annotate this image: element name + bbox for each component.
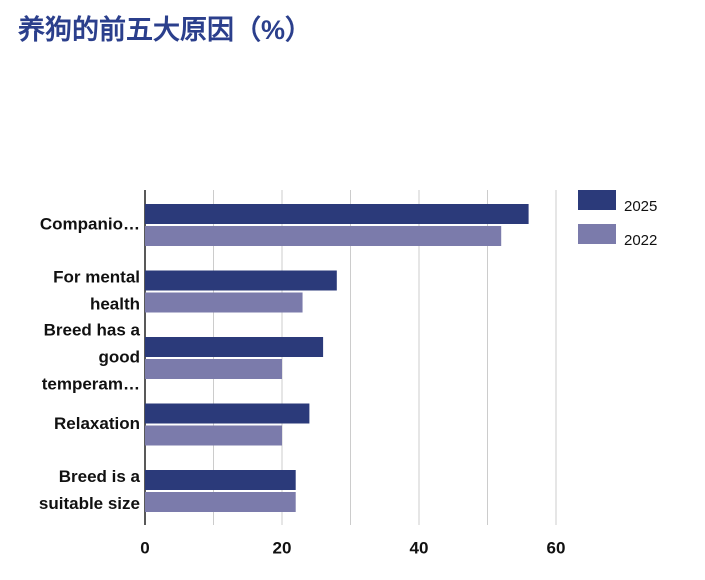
x-tick-label: 40 [410, 538, 429, 557]
bar [145, 226, 502, 246]
y-tick-label: health [90, 294, 140, 313]
legend-label: 2022 [624, 232, 657, 249]
bar [145, 470, 296, 490]
bar [145, 403, 310, 424]
bar [145, 425, 282, 446]
y-tick-label: good [98, 347, 140, 366]
y-tick-label: temperam… [42, 374, 140, 393]
y-tick-label: suitable size [39, 494, 140, 513]
bar [145, 337, 324, 357]
legend-swatch [578, 224, 616, 244]
y-tick-label: Breed is a [59, 467, 141, 486]
chart-title: 养狗的前五大原因（%） [18, 14, 312, 45]
y-tick-label: For mental [53, 267, 140, 286]
y-tick-label: Breed has a [44, 320, 141, 339]
x-tick-label: 20 [273, 538, 292, 557]
y-tick-label: Relaxation [54, 414, 140, 433]
legend-swatch [578, 190, 616, 210]
bar [145, 270, 337, 291]
bar [145, 292, 303, 313]
bar [145, 204, 529, 224]
y-tick-label: Companio… [40, 214, 140, 233]
x-tick-label: 60 [547, 538, 566, 557]
bar [145, 492, 296, 512]
x-tick-label: 0 [140, 538, 149, 557]
bar [145, 359, 282, 379]
legend-label: 2025 [624, 198, 657, 215]
